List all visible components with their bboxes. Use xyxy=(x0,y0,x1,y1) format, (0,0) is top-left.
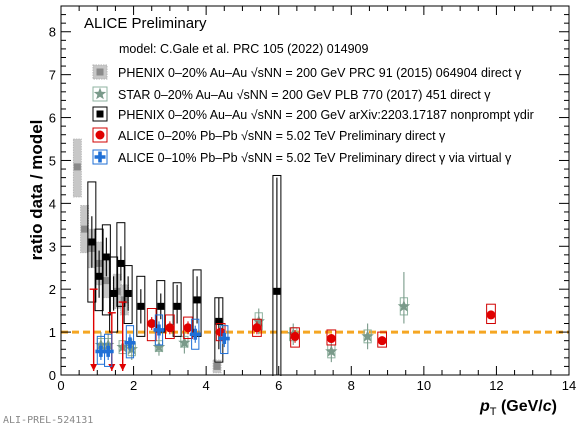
sys-box xyxy=(87,181,97,303)
y-tick-label: 7 xyxy=(49,68,56,83)
data-point xyxy=(117,259,125,267)
data-point xyxy=(178,336,191,349)
data-point xyxy=(88,238,96,246)
y-tick-label: 2 xyxy=(49,282,56,297)
x-tick-label: 12 xyxy=(489,378,503,393)
sys-box xyxy=(101,224,111,316)
legend-item-2: PHENIX 0–20% Au–Au √sNN = 200 GeV arXiv:… xyxy=(92,106,534,122)
data-point xyxy=(125,342,138,355)
x-axis-title: pT (GeV/c) xyxy=(479,398,557,418)
sys-box xyxy=(172,282,182,337)
series-3 xyxy=(89,288,496,371)
legend-label: PHENIX 0–20% Au–Au √sNN = 200 GeV PRC 91… xyxy=(118,66,522,80)
data-point xyxy=(73,163,81,171)
chart-subtitle: model: C.Gale et al. PRC 105 (2022) 0149… xyxy=(119,42,368,56)
data-layer xyxy=(72,138,496,376)
data-point xyxy=(152,340,166,353)
sys-box xyxy=(109,256,119,333)
data-point xyxy=(252,314,265,327)
legend-item-3: ALICE 0–20% Pb–Pb √sNN = 5.02 TeV Prelim… xyxy=(92,127,446,143)
data-point xyxy=(218,333,230,345)
y-tick-label: 5 xyxy=(49,153,56,168)
data-point xyxy=(290,331,300,341)
data-point xyxy=(397,299,411,312)
sys-box xyxy=(116,222,126,307)
data-point xyxy=(137,302,145,310)
svg-text:pT (GeV/c): pT (GeV/c) xyxy=(479,398,557,418)
series-1 xyxy=(94,272,411,363)
sys-box xyxy=(123,265,133,325)
y-tick-label: 3 xyxy=(49,239,56,254)
y-axis-title: ratio data / model xyxy=(27,120,46,261)
data-point xyxy=(252,323,262,333)
data-point xyxy=(153,324,165,336)
x-tick-label: 10 xyxy=(417,378,431,393)
data-point xyxy=(193,296,201,304)
data-point xyxy=(124,337,136,349)
data-point xyxy=(165,323,175,333)
legend-marker xyxy=(93,87,107,100)
data-point xyxy=(486,310,496,320)
y-tick-label: 8 xyxy=(49,25,56,40)
y-tick-label: 0 xyxy=(49,368,56,383)
legend-item-0: PHENIX 0–20% Au–Au √sNN = 200 GeV PRC 91… xyxy=(92,64,522,80)
data-point xyxy=(124,289,132,297)
data-point xyxy=(102,277,110,285)
data-point xyxy=(361,329,374,342)
data-point xyxy=(326,334,336,344)
legend-item-4: ALICE 0–10% Pb–Pb √sNN = 5.02 TeV Prelim… xyxy=(92,149,512,165)
data-point xyxy=(147,319,157,329)
legend-label: ALICE 0–10% Pb–Pb √sNN = 5.02 TeV Prelim… xyxy=(118,151,512,165)
x-tick-label: 8 xyxy=(348,378,355,393)
data-point xyxy=(81,225,89,233)
sys-box xyxy=(192,269,202,337)
data-point xyxy=(377,336,387,346)
upper-limit-arrow xyxy=(108,364,116,371)
legend-marker xyxy=(94,151,106,163)
data-point xyxy=(215,317,223,325)
x-tick-label: 0 xyxy=(57,378,64,393)
upper-limit-arrow xyxy=(119,364,127,371)
data-point xyxy=(102,253,110,261)
data-point xyxy=(110,289,118,297)
footer-id: ALI-PREL-524131 xyxy=(3,415,93,426)
data-point xyxy=(213,362,221,370)
x-tick-label: 2 xyxy=(130,378,137,393)
y-tick-label: 1 xyxy=(49,325,56,340)
sys-box xyxy=(94,228,104,312)
x-tick-label: 6 xyxy=(275,378,282,393)
data-point xyxy=(95,345,107,357)
data-point xyxy=(273,287,281,295)
x-tick-label: 14 xyxy=(562,378,576,393)
y-tick-label: 4 xyxy=(49,196,56,211)
data-point xyxy=(95,272,103,280)
series-4 xyxy=(95,314,230,367)
sys-box xyxy=(136,275,146,337)
data-point xyxy=(189,328,201,340)
data-point xyxy=(183,323,193,333)
data-point xyxy=(173,302,181,310)
data-point xyxy=(157,302,165,310)
legend: PHENIX 0–20% Au–Au √sNN = 200 GeV PRC 91… xyxy=(92,64,534,165)
sys-box xyxy=(272,174,282,376)
sys-box xyxy=(156,280,166,333)
legend-label: STAR 0–20% Au–Au √sNN = 200 GeV PLB 770 … xyxy=(118,88,491,102)
data-point xyxy=(102,345,114,357)
legend-marker xyxy=(96,110,104,118)
x-tick-label: 4 xyxy=(203,378,210,393)
legend-label: ALICE 0–20% Pb–Pb √sNN = 5.02 TeV Prelim… xyxy=(118,129,446,143)
legend-label: PHENIX 0–20% Au–Au √sNN = 200 GeV arXiv:… xyxy=(118,108,534,122)
legend-marker xyxy=(95,130,105,140)
legend-marker xyxy=(96,68,104,76)
upper-limit-arrow xyxy=(90,364,98,371)
legend-item-1: STAR 0–20% Au–Au √sNN = 200 GeV PLB 770 … xyxy=(92,86,491,102)
chart-title: ALICE Preliminary xyxy=(84,15,207,32)
y-tick-label: 6 xyxy=(49,111,56,126)
data-point xyxy=(325,344,338,357)
